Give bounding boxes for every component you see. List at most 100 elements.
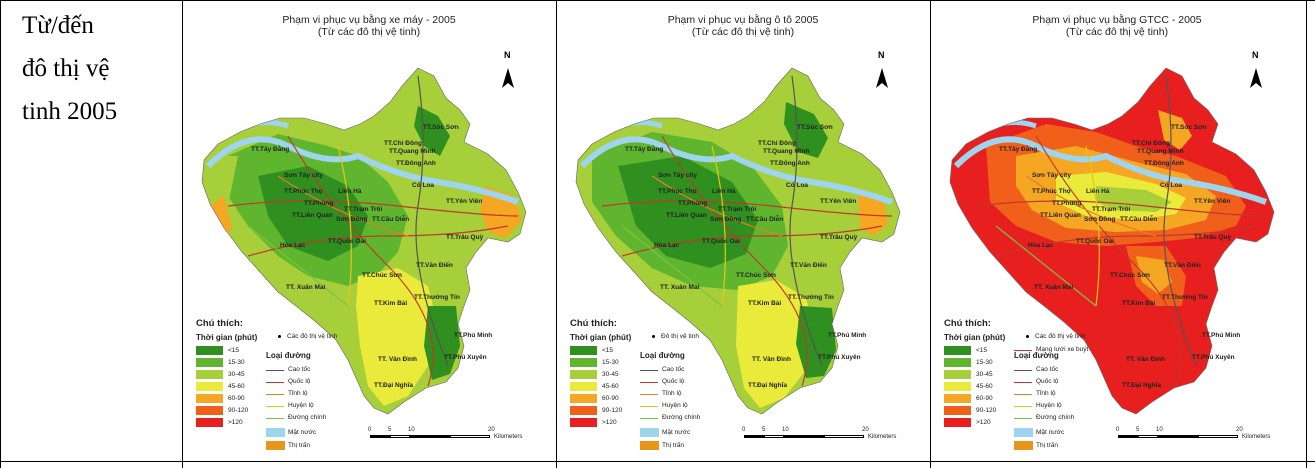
- legend-class-label: 45-60: [976, 383, 993, 390]
- place-label: TT.Phùng: [304, 200, 334, 207]
- map-title: Phạm vi phục vụ bằng ô tô 2005: [667, 14, 819, 26]
- legend-swatch: [196, 418, 223, 427]
- place-label: TT.Trâu Quỳ: [820, 234, 858, 241]
- scale-unit: Kilometers: [1242, 434, 1271, 440]
- legend-class-label: 90-120: [602, 407, 623, 414]
- place-label: Liên Hà: [712, 188, 736, 195]
- legend-satellite-label: Các đô thị vệ tinh: [287, 333, 338, 340]
- legend-road-label: Đường chính: [662, 414, 701, 421]
- legend-class-label: 60-90: [228, 395, 245, 402]
- legend-swatch: [570, 406, 597, 415]
- legend-swatch: [570, 346, 597, 355]
- legend-swatch: [196, 358, 223, 367]
- road: [1163, 75, 1197, 367]
- scale-tick: 0: [742, 427, 746, 433]
- legend-title: Chú thích:: [570, 318, 617, 329]
- scale-unit: Kilometers: [868, 434, 897, 440]
- scale-tick: 10: [782, 427, 789, 433]
- legend-road-title: Loại đường: [1014, 351, 1059, 360]
- table-border-col3: [930, 0, 931, 468]
- scale-tick: 0: [368, 427, 372, 433]
- legend-road-label: Huyện lộ: [1036, 402, 1062, 409]
- dot-icon: [1026, 334, 1029, 338]
- legend-road-label: Tỉnh lộ: [662, 390, 682, 397]
- place-label: TT.Liên Quan: [1040, 212, 1081, 219]
- legend-swatch: [196, 382, 223, 391]
- legend-class-label: >120: [976, 419, 991, 426]
- map-outline: [949, 67, 1275, 415]
- legend-satellite: Đô thị vệ tinh: [652, 333, 699, 340]
- place-label: TT.Phú Minh: [828, 332, 867, 339]
- place-label: TT.Trâu Quỳ: [1194, 234, 1232, 241]
- map-canvas: [949, 67, 1275, 415]
- table-border-col1: [182, 0, 183, 468]
- place-label: TT.Đại Nghĩa: [1122, 382, 1162, 389]
- scale-bar: 0 5 10 20 Kilometers: [742, 427, 914, 445]
- legend-satellite-label: Các đô thị vệ tinh: [1035, 333, 1086, 340]
- place-label: TT.Thường Tín: [414, 294, 460, 301]
- legend-class-label: <15: [228, 347, 240, 354]
- travel-time-zone: [1158, 110, 1192, 150]
- legend-class-label: 60-90: [602, 395, 619, 402]
- travel-time-zone: [858, 192, 888, 236]
- place-label: Hòa Lạc: [280, 242, 306, 249]
- place-label: TT.Cầu Diễn: [372, 216, 410, 223]
- legend-time-title: Thời gian (phút): [944, 333, 1006, 342]
- road: [415, 75, 449, 367]
- place-label: TT.Yên Viên: [1194, 198, 1231, 205]
- travel-time-zone: [210, 196, 232, 242]
- place-label: TT.Trạm Trôi: [344, 206, 383, 213]
- table-border-left: [0, 0, 1, 468]
- legend-swatch: [944, 358, 971, 367]
- place-label: Liên Hà: [338, 188, 362, 195]
- legend-road-line: [266, 394, 284, 395]
- legend-road-line: [1014, 394, 1032, 395]
- legend-swatch: [944, 346, 971, 355]
- place-label: TT.Tây Đằng: [251, 146, 290, 153]
- legend-class-label: >120: [602, 419, 617, 426]
- place-label: Cổ Loa: [412, 182, 435, 189]
- road: [1025, 175, 1157, 237]
- map-title: Phạm vi phục vụ bằng xe máy - 2005: [282, 14, 456, 26]
- place-label: TT.Văn Điển: [416, 262, 453, 269]
- place-label: TT.Phú Xuyên: [818, 354, 861, 361]
- legend-class-label: 45-60: [602, 383, 619, 390]
- legend-satellite-label: Đô thị vệ tinh: [661, 333, 699, 340]
- place-label: TT.Thường Tín: [788, 294, 834, 301]
- place-label: TT.Thường Tín: [1162, 294, 1208, 301]
- legend-bus-label: Mạng lưới xe buýt: [1036, 346, 1089, 353]
- legend-water-label: Mặt nước: [288, 429, 317, 436]
- map-subtitle: (Từ các đô thị vệ tinh): [1065, 26, 1169, 38]
- legend-town-swatch: [1014, 441, 1033, 450]
- legend-swatch: [570, 370, 597, 379]
- legend-road-line: [266, 370, 284, 371]
- north-arrow-icon: [502, 68, 514, 88]
- map-canvas: [201, 67, 527, 415]
- scale-segment: [744, 435, 764, 438]
- dot-icon: [652, 334, 655, 338]
- legend-class-label: 90-120: [228, 407, 249, 414]
- legend-class-label: 15-30: [976, 359, 993, 366]
- place-label: Sơn Đồng: [336, 216, 368, 223]
- legend-road-label: Cao tốc: [1036, 366, 1059, 373]
- place-label: TT.Sóc Sơn: [1171, 124, 1207, 131]
- travel-time-zone: [618, 156, 758, 268]
- road: [227, 200, 519, 217]
- road: [337, 145, 352, 307]
- place-label: TT.Kim Bài: [748, 300, 782, 307]
- legend-road-label: Cao tốc: [662, 366, 685, 373]
- river: [579, 136, 893, 205]
- legend-swatch: [196, 406, 223, 415]
- legend-class-label: 15-30: [228, 359, 245, 366]
- legend-road-label: Quốc lộ: [288, 378, 311, 385]
- place-label: TT.Phúc Thọ: [658, 188, 697, 195]
- scale-tick: 20: [488, 427, 495, 433]
- place-label: TT.Chi Đông: [384, 140, 422, 147]
- place-label: TT.Đông Anh: [1144, 160, 1184, 167]
- map-canvas: [575, 67, 901, 415]
- place-label: TT.Phùng: [1052, 200, 1082, 207]
- place-label: TT.Quốc Oai: [328, 238, 366, 245]
- legend-swatch: [570, 358, 597, 367]
- place-label: TT. Vân Đình: [752, 356, 791, 363]
- legend-water-swatch: [1014, 428, 1033, 437]
